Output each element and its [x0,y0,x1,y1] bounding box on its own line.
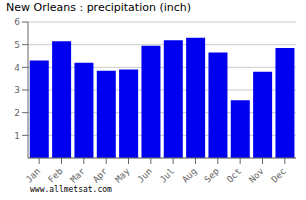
svg-text:3: 3 [14,85,20,95]
svg-text:Nov: Nov [247,166,266,184]
svg-text:1: 1 [14,131,20,141]
svg-text:4: 4 [14,63,20,73]
svg-text:Jan: Jan [24,166,43,184]
svg-text:2: 2 [14,108,20,118]
svg-text:Dec: Dec [269,166,288,184]
svg-text:6: 6 [14,17,20,27]
svg-text:Apr: Apr [91,166,110,184]
svg-text:5: 5 [14,40,20,50]
svg-text:Mar: Mar [68,166,87,184]
svg-text:May: May [113,166,132,184]
svg-text:Feb: Feb [46,166,65,184]
svg-text:Oct: Oct [225,166,244,184]
svg-text:Jul: Jul [158,166,177,184]
svg-text:Aug: Aug [180,166,199,184]
svg-text:Sep: Sep [202,166,221,184]
html-text:www.allmetsat.com: www.allmetsat.com [30,185,112,194]
html-text:New Orleans : precipitation (i: New Orleans : precipitation (inch) [6,1,192,14]
svg-text:Jun: Jun [135,166,154,184]
